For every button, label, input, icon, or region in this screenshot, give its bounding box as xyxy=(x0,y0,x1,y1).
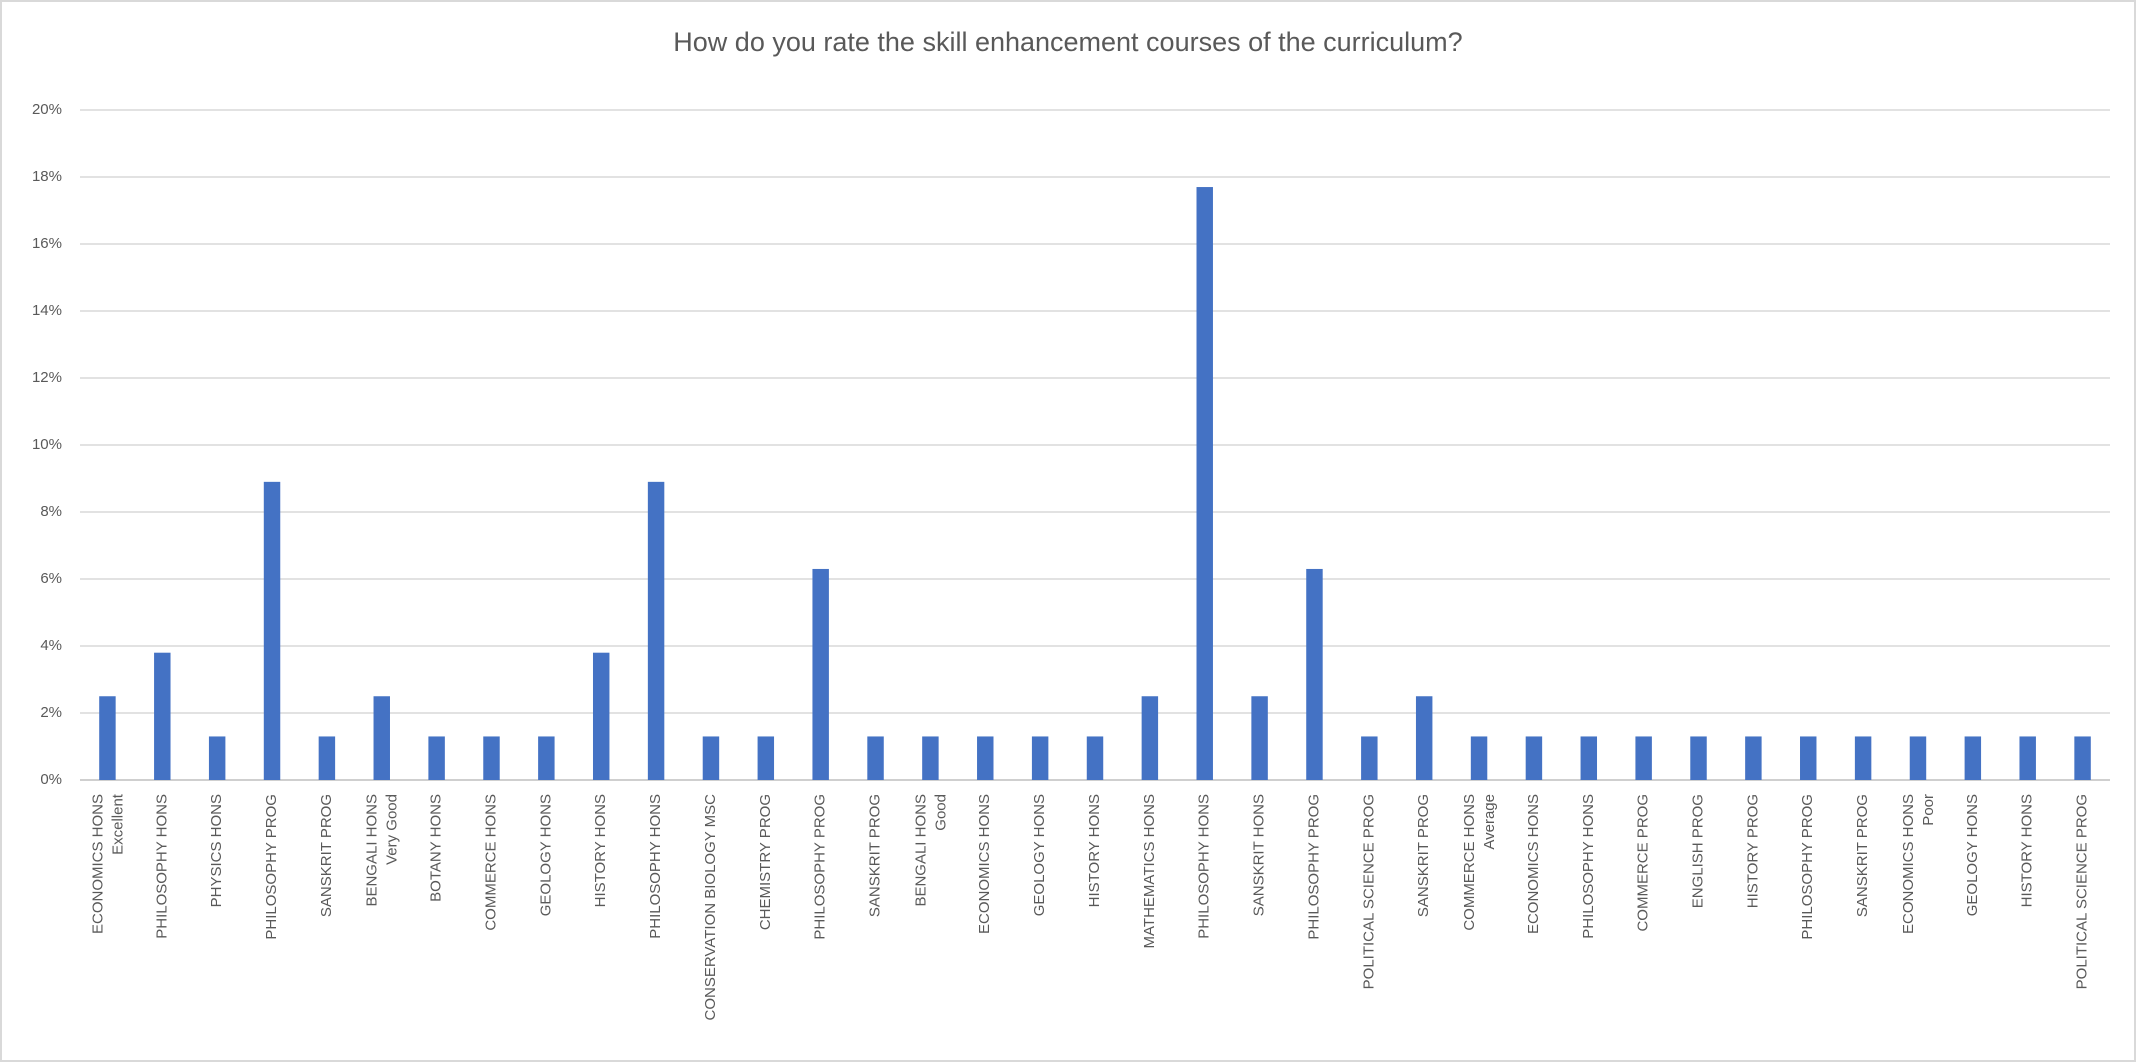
y-tick-label: 12% xyxy=(32,369,62,386)
bar xyxy=(483,736,500,780)
group-label: Very Good xyxy=(384,794,401,865)
bar xyxy=(1196,187,1213,781)
x-tick-label: HISTORY HONS xyxy=(592,794,609,907)
x-tick-label: CONSERVATION BIOLOGY MSC xyxy=(702,794,719,1021)
x-tick-label: SANSKRIT PROG xyxy=(1415,794,1432,917)
bar xyxy=(647,481,665,780)
x-tick-label: MATHEMATICS HONS xyxy=(1141,794,1158,948)
bar xyxy=(263,481,281,780)
bar xyxy=(812,568,829,780)
y-tick-label: 20% xyxy=(32,101,62,118)
bar xyxy=(702,736,720,780)
y-tick-label: 0% xyxy=(40,771,62,788)
bar xyxy=(1251,696,1268,780)
x-tick-label: POLITICAL SCIENCE PROG xyxy=(1360,794,1377,989)
group-label: Average xyxy=(1481,794,1498,850)
x-tick-label: COMMERCE PROG xyxy=(1635,794,1652,932)
y-tick-label: 2% xyxy=(40,704,62,721)
x-tick-label: SANSKRIT PROG xyxy=(867,794,884,917)
x-tick-label: BOTANY HONS xyxy=(428,794,445,902)
bar xyxy=(318,736,336,780)
group-label: Good xyxy=(932,794,949,831)
x-tick-label: PHILOSOPHY HONS xyxy=(1196,794,1213,939)
x-tick-label: ECONOMICS HONS xyxy=(1900,794,1917,934)
x-tick-label: ECONOMICS HONS xyxy=(976,794,993,934)
y-tick-label: 4% xyxy=(40,637,62,654)
bar xyxy=(757,736,775,780)
x-tick-label: PHILOSOPHY PROG xyxy=(812,794,829,940)
bar xyxy=(208,736,226,780)
x-tick-label: HISTORY HONS xyxy=(2019,794,2036,907)
x-tick-label: BENGALI HONS xyxy=(912,794,929,907)
bar xyxy=(922,736,939,780)
bar xyxy=(373,696,390,780)
chart-title: How do you rate the skill enhancement co… xyxy=(673,27,1462,57)
bar xyxy=(428,736,445,780)
x-tick-label: GEOLOGY HONS xyxy=(1031,794,1048,916)
x-tick-label: ECONOMICS HONS xyxy=(89,794,106,934)
bar xyxy=(1854,736,1872,780)
bar xyxy=(1415,696,1433,780)
x-tick-label: GEOLOGY HONS xyxy=(537,794,554,916)
bar xyxy=(1086,736,1104,780)
bar xyxy=(867,736,884,780)
x-tick-label: POLITICAL SCIENCE PROG xyxy=(2074,794,2091,989)
bar xyxy=(1800,736,1817,780)
bar xyxy=(1525,736,1543,780)
y-tick-label: 10% xyxy=(32,436,62,453)
bar xyxy=(99,696,116,780)
x-tick-label: PHILOSOPHY HONS xyxy=(153,794,170,939)
bar xyxy=(1964,736,1982,780)
x-tick-label: COMMERCE HONS xyxy=(482,794,499,931)
bar xyxy=(1745,736,1762,780)
bar xyxy=(592,652,610,780)
x-tick-label: SANSKRIT HONS xyxy=(1251,794,1268,916)
x-tick-label: PHILOSOPHY HONS xyxy=(647,794,664,939)
x-tick-label: CHEMISTRY PROG xyxy=(757,794,774,930)
x-tick-label: PHILOSOPHY HONS xyxy=(1580,794,1597,939)
bar xyxy=(1141,696,1159,780)
x-tick-label: COMMERCE HONS xyxy=(1461,794,1478,931)
bar xyxy=(1306,568,1323,780)
bar xyxy=(154,652,171,780)
group-label: Poor xyxy=(1920,794,1937,826)
y-tick-label: 8% xyxy=(40,503,62,520)
bar xyxy=(1470,736,1488,780)
bar xyxy=(1909,736,1927,780)
group-label: Excellent xyxy=(109,793,126,855)
bar xyxy=(1361,736,1378,780)
x-tick-label: HISTORY HONS xyxy=(1086,794,1103,907)
bar xyxy=(1580,736,1598,780)
y-tick-label: 14% xyxy=(32,302,62,319)
y-tick-label: 6% xyxy=(40,570,62,587)
bar xyxy=(538,736,555,780)
x-tick-label: HISTORY PROG xyxy=(1744,794,1761,908)
x-tick-label: SANSKRIT PROG xyxy=(1854,794,1871,917)
x-tick-label: BENGALI HONS xyxy=(364,794,381,907)
x-tick-label: SANSKRIT PROG xyxy=(318,794,335,917)
y-tick-label: 18% xyxy=(32,168,62,185)
bar xyxy=(1635,736,1652,780)
bar xyxy=(1031,736,1049,780)
x-tick-label: PHILOSOPHY PROG xyxy=(263,794,280,940)
x-tick-label: PHILOSOPHY PROG xyxy=(1799,794,1816,940)
bar xyxy=(977,736,994,780)
bar xyxy=(2074,736,2091,780)
x-tick-label: ECONOMICS HONS xyxy=(1525,794,1542,934)
bar xyxy=(1690,736,1707,780)
x-tick-label: PHYSICS HONS xyxy=(208,794,225,907)
y-tick-label: 16% xyxy=(32,235,62,252)
x-tick-label: ENGLISH PROG xyxy=(1689,794,1706,908)
x-tick-label: GEOLOGY HONS xyxy=(1964,794,1981,916)
x-tick-label: PHILOSOPHY PROG xyxy=(1305,794,1322,940)
bar xyxy=(2019,736,2036,780)
